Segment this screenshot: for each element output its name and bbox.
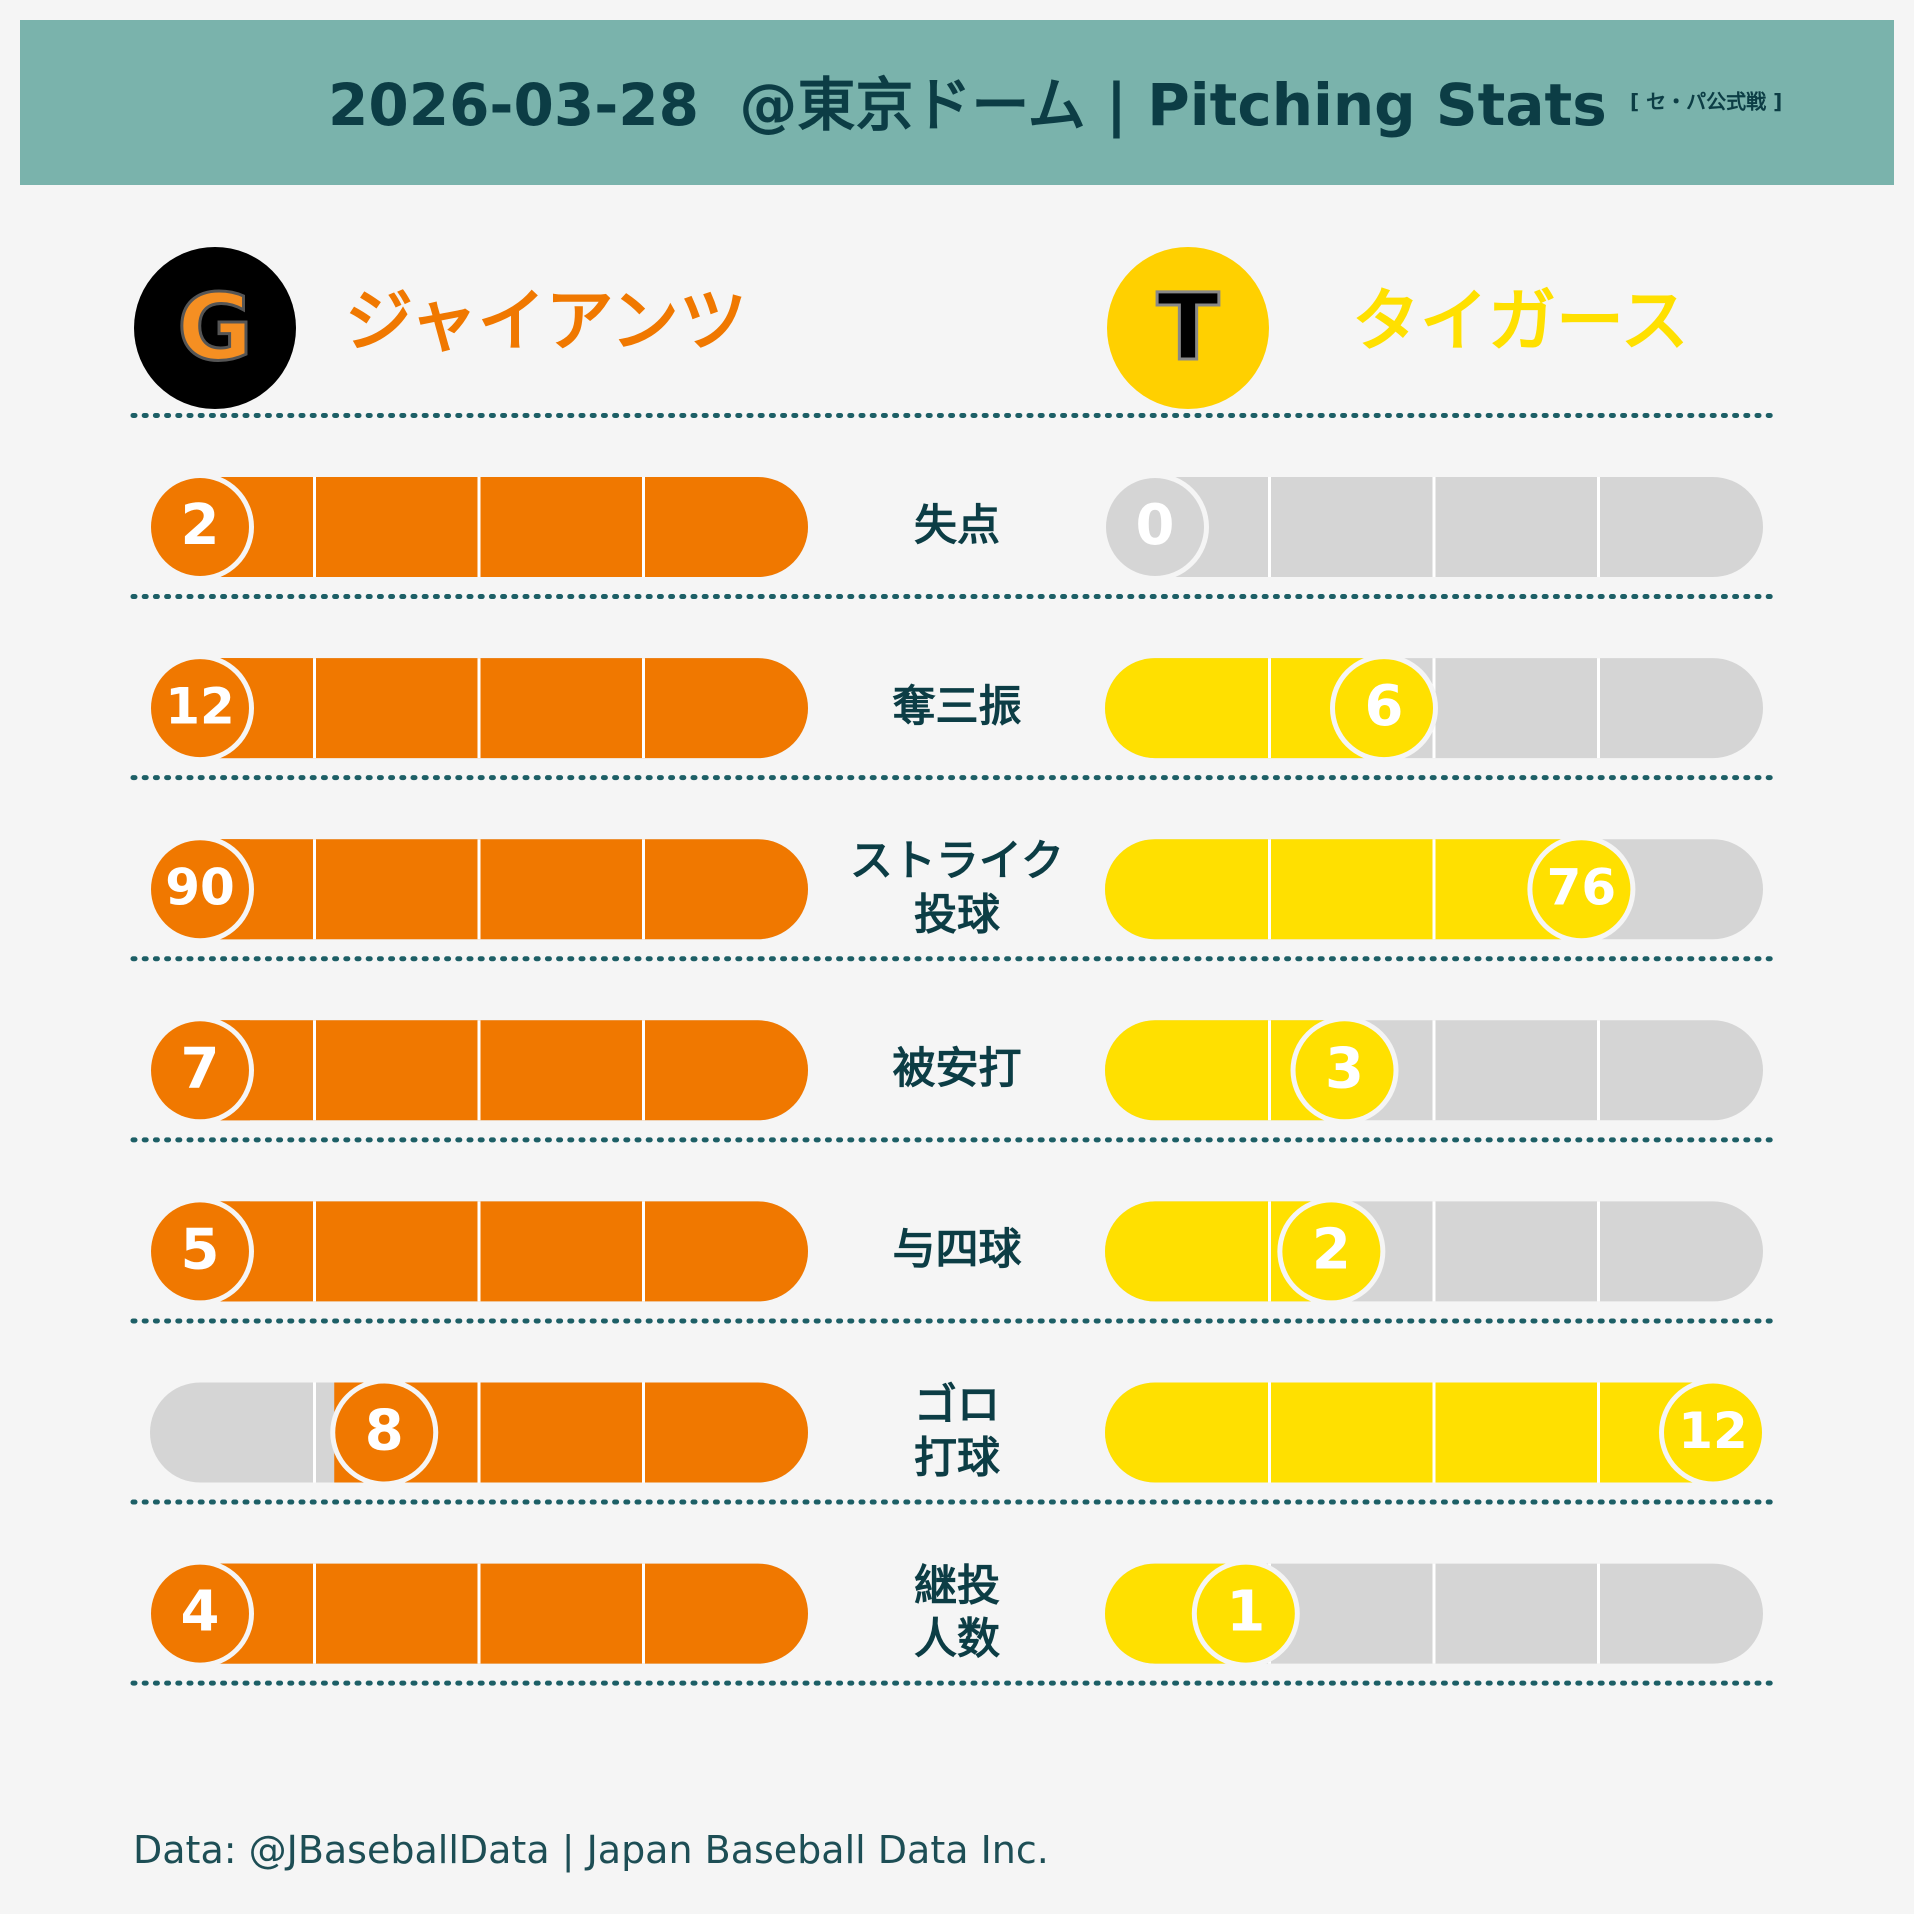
- home-bubble: [151, 478, 249, 576]
- stat-category-label: 継投 人数: [817, 1560, 1097, 1668]
- stat-category-label-line: ストライク: [849, 836, 1065, 887]
- page-title: 2026-03-28 @東京ドーム | Pitching Stats: [328, 71, 1607, 139]
- home-value-label: 12: [165, 678, 235, 736]
- away-value-label: 2: [1312, 1218, 1351, 1283]
- stat-category-label: 失点: [817, 500, 1097, 554]
- home-bubble: [335, 1383, 434, 1482]
- stat-category-label-line: 被安打: [892, 1044, 1022, 1095]
- home-bar: [334, 1382, 808, 1483]
- away-value-label: 3: [1325, 1036, 1364, 1101]
- stat-category-label: 被安打: [817, 1043, 1097, 1097]
- home-bubble: [151, 1564, 249, 1663]
- away-team-name: タイガース: [1352, 282, 1689, 362]
- away-bubble: [1282, 1202, 1381, 1301]
- away-bubble: [1664, 1383, 1762, 1482]
- header-banner: [20, 20, 1894, 185]
- home-value-label: 2: [181, 493, 220, 558]
- stat-category-label-line: 投球: [914, 890, 1000, 941]
- stat-category-label-line: 失点: [914, 501, 1000, 552]
- home-bubble: [151, 1202, 249, 1301]
- giants-logo-icon: G: [134, 247, 296, 409]
- stat-category-label-line: 与四球: [892, 1225, 1022, 1276]
- home-value-label: 90: [165, 859, 235, 917]
- away-bubble: [1295, 1021, 1394, 1120]
- away-bubble: [1532, 840, 1631, 939]
- home-value-label: 5: [181, 1218, 220, 1283]
- home-value-label: 7: [181, 1036, 220, 1101]
- stat-category-label: 与四球: [817, 1225, 1097, 1279]
- away-value-label: 76: [1547, 859, 1617, 917]
- away-bubble: [1335, 659, 1433, 758]
- data-credit: Data: @JBaseballData | Japan Baseball Da…: [133, 1828, 1049, 1872]
- home-bubble: [151, 840, 249, 939]
- home-bubble: [151, 659, 249, 758]
- away-value-label: 0: [1136, 493, 1175, 558]
- tigers-logo-icon: T: [1107, 247, 1269, 409]
- stat-category-label-line: 打球: [914, 1433, 1000, 1484]
- stat-category-label-line: 人数: [914, 1614, 1000, 1665]
- stat-category-label: ゴロ 打球: [817, 1379, 1097, 1487]
- game-type-tag: [ セ・パ公式戦 ]: [1630, 89, 1783, 114]
- home-value-label: 8: [365, 1399, 404, 1464]
- away-bubble: [1196, 1564, 1295, 1663]
- away-value-label: 6: [1365, 674, 1404, 739]
- stat-category-label-line: 奪三振: [892, 682, 1022, 733]
- stat-category-label-line: 継投: [914, 1560, 1000, 1611]
- away-bar: [1105, 839, 1632, 940]
- stat-category-label: ストライク 投球: [817, 835, 1097, 943]
- away-bubble: [1106, 478, 1204, 576]
- tigers-logo-letter: T: [1155, 274, 1221, 381]
- giants-logo-letter: G: [176, 274, 254, 381]
- home-bubble: [151, 1021, 249, 1120]
- away-value-label: 1: [1226, 1580, 1265, 1645]
- away-value-label: 12: [1678, 1402, 1748, 1460]
- stat-category-label: 奪三振: [817, 681, 1097, 735]
- home-value-label: 4: [181, 1580, 220, 1645]
- home-team-name: ジャイアンツ: [345, 282, 747, 362]
- stat-category-label-line: ゴロ: [914, 1379, 1000, 1430]
